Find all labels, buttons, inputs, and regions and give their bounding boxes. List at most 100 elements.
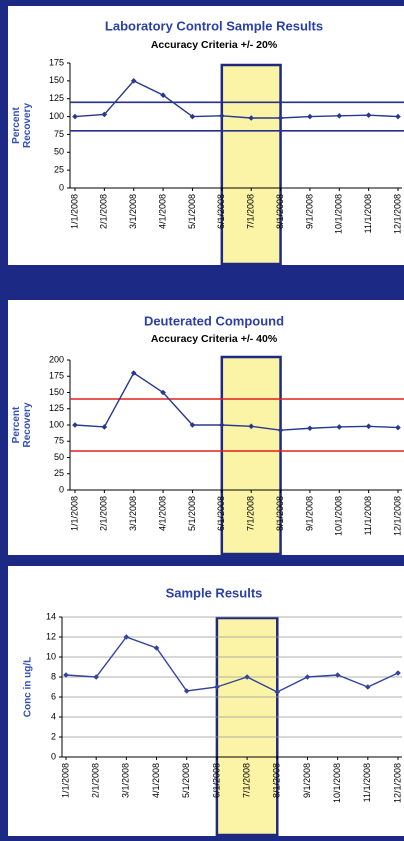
x-tick-label: 5/1/2008 [187, 496, 197, 531]
data-point [244, 674, 250, 680]
highlight-band [215, 616, 279, 837]
x-tick-label: 1/1/2008 [60, 763, 70, 798]
y-tick-label: 12 [46, 631, 56, 641]
y-tick-label: 6 [51, 691, 56, 701]
y-tick-label: 50 [54, 452, 64, 462]
data-point [365, 684, 371, 690]
data-point [277, 115, 284, 121]
highlight-band [220, 63, 282, 266]
x-tick-label: 12/1/2008 [392, 496, 402, 536]
data-point [395, 113, 401, 120]
y-tick-label: 175 [49, 371, 64, 381]
series-line [74, 79, 399, 119]
y-tick-label: 2 [51, 731, 56, 741]
x-tick-label: 10/1/2008 [332, 763, 342, 803]
data-point [219, 422, 225, 428]
x-tick-label: 1/1/2008 [69, 496, 79, 531]
y-tick-label: 0 [59, 484, 64, 494]
y-tick-label: 0 [59, 182, 64, 192]
x-tick-label: 9/1/2008 [304, 194, 314, 229]
y-tick-label: 125 [49, 403, 64, 413]
y-tick-label: 4 [51, 711, 56, 721]
y-tick-label: 75 [54, 129, 64, 139]
x-tick-label: 9/1/2008 [302, 763, 312, 798]
x-tick-label: 9/1/2008 [304, 496, 314, 531]
y-tick-label: 175 [49, 57, 64, 67]
x-tick-label: 8/1/2008 [272, 763, 282, 798]
data-point [72, 422, 78, 428]
x-tick-label: 6/1/2008 [216, 194, 226, 229]
x-tick-label: 7/1/2008 [246, 496, 256, 531]
data-point [365, 112, 372, 118]
x-tick-label: 2/1/2008 [91, 763, 101, 798]
x-tick-label: 10/1/2008 [334, 194, 344, 234]
data-point [63, 672, 69, 678]
x-tick-label: 11/1/2008 [363, 194, 373, 233]
chart-subtitle: Accuracy Criteria +/- 20% [151, 39, 278, 51]
highlight-band [220, 355, 282, 556]
series-line [74, 371, 399, 431]
y-axis-label: Percent [11, 106, 22, 143]
y-tick-label: 100 [49, 111, 64, 121]
data-point [101, 111, 108, 118]
data-point [219, 113, 225, 119]
x-tick-label: 8/1/2008 [275, 496, 285, 531]
y-tick-label: 8 [51, 671, 56, 681]
data-point [248, 115, 254, 121]
chart-title: Laboratory Control Sample Results [105, 18, 323, 33]
y-tick-label: 25 [54, 165, 64, 175]
chart-title: Sample Results [166, 585, 263, 600]
data-point [189, 422, 196, 428]
x-tick-label: 2/1/2008 [99, 194, 109, 229]
data-point [183, 688, 190, 694]
data-point [365, 423, 372, 430]
series-line [65, 636, 399, 693]
x-tick-label: 6/1/2008 [211, 763, 221, 798]
data-point [160, 389, 166, 396]
x-tick-label: 4/1/2008 [157, 194, 167, 229]
x-tick-label: 12/1/2008 [392, 194, 402, 234]
y-tick-label: 125 [49, 93, 64, 103]
x-tick-label: 7/1/2008 [241, 763, 251, 798]
x-tick-label: 6/1/2008 [216, 496, 226, 531]
data-point [214, 684, 220, 690]
data-point [395, 670, 401, 676]
data-point [334, 672, 341, 678]
chart-subtitle: Accuracy Criteria +/- 40% [151, 333, 278, 345]
y-axis-label: Conc in ug/L [23, 657, 34, 718]
data-point [130, 370, 137, 376]
y-axis-label: Percent [11, 406, 22, 443]
data-point [395, 424, 401, 431]
data-point [248, 423, 254, 430]
data-point [274, 689, 281, 695]
x-tick-label: 5/1/2008 [187, 194, 197, 229]
x-tick-label: 4/1/2008 [157, 496, 167, 531]
data-point [160, 92, 166, 98]
data-point [307, 113, 313, 120]
data-point [189, 113, 196, 120]
data-point [307, 425, 313, 432]
panel [8, 6, 404, 265]
data-point [101, 424, 108, 430]
data-point [93, 674, 99, 680]
data-point [304, 674, 311, 680]
chart-title: Deuterated Compound [144, 313, 284, 328]
y-tick-label: 25 [54, 468, 64, 478]
x-tick-label: 4/1/2008 [151, 763, 161, 798]
data-point [123, 634, 130, 640]
y-tick-label: 100 [49, 419, 64, 429]
x-tick-label: 3/1/2008 [121, 763, 131, 798]
x-tick-label: 1/1/2008 [69, 194, 79, 229]
x-tick-label: 11/1/2008 [363, 496, 373, 535]
y-axis-label: Recovery [22, 402, 33, 447]
x-tick-label: 11/1/2008 [362, 763, 372, 802]
data-point [72, 113, 78, 120]
x-tick-label: 2/1/2008 [99, 496, 109, 531]
y-tick-label: 200 [49, 354, 64, 364]
panel [8, 566, 404, 836]
y-tick-label: 75 [54, 436, 64, 446]
data-point [277, 427, 284, 433]
data-point [153, 645, 160, 651]
y-tick-label: 150 [49, 75, 64, 85]
